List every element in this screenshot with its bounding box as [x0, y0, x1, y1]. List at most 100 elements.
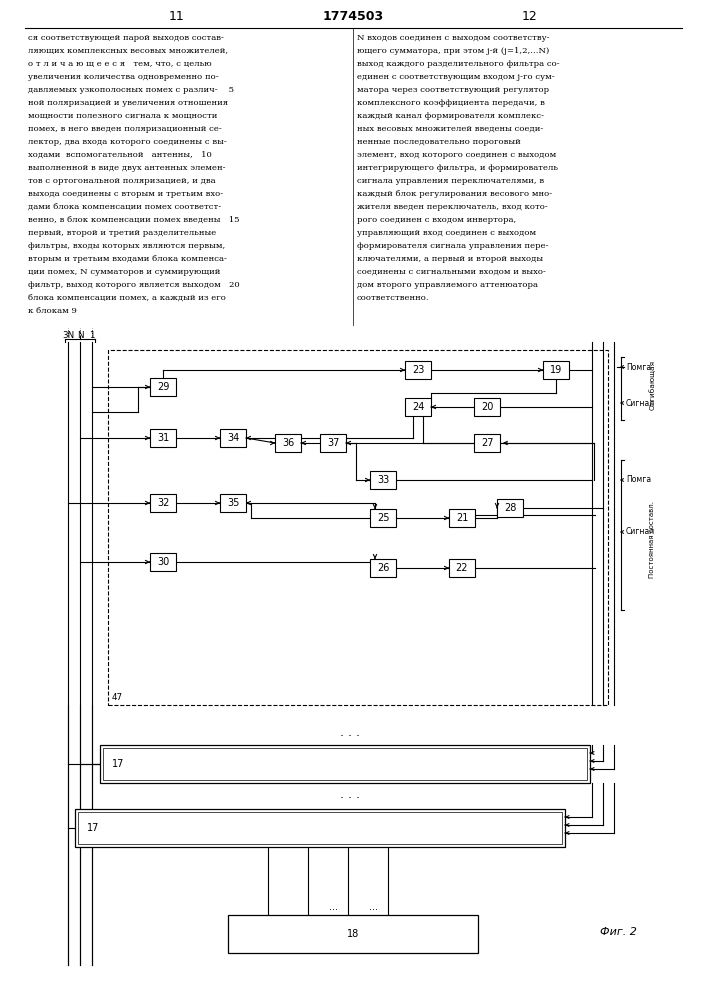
Text: 23: 23: [411, 365, 424, 375]
Text: элемент, вход которого соединен с выходом: элемент, вход которого соединен с выходо…: [357, 151, 556, 159]
Text: Фиг. 2: Фиг. 2: [600, 927, 637, 937]
Text: 26: 26: [377, 563, 389, 573]
Text: к блокам 9: к блокам 9: [28, 307, 77, 315]
Text: фильтр, выход которого является выходом   20: фильтр, выход которого является выходом …: [28, 281, 240, 289]
Bar: [543, 361, 569, 379]
Text: 3N: 3N: [62, 331, 74, 340]
Text: первый, второй и третий разделительные: первый, второй и третий разделительные: [28, 229, 216, 237]
Text: 27: 27: [481, 438, 493, 448]
Text: соответственно.: соответственно.: [357, 294, 430, 302]
Text: лектор, два входа которого соединены с вы-: лектор, два входа которого соединены с в…: [28, 138, 227, 146]
Text: 28: 28: [504, 503, 516, 513]
Text: ненные последовательно пороговый: ненные последовательно пороговый: [357, 138, 521, 146]
Text: ющего сумматора, при этом j-й (j=1,2,...N): ющего сумматора, при этом j-й (j=1,2,...…: [357, 47, 549, 55]
Text: ной поляризацией и увеличения отношения: ной поляризацией и увеличения отношения: [28, 99, 228, 107]
Bar: [150, 378, 176, 396]
Text: выполненной в виде двух антенных элемен-: выполненной в виде двух антенных элемен-: [28, 164, 226, 172]
Text: дами блока компенсации помех соответст-: дами блока компенсации помех соответст-: [28, 203, 221, 211]
Text: 17: 17: [112, 759, 124, 769]
Bar: [75, 809, 565, 847]
Text: 37: 37: [327, 438, 339, 448]
Bar: [150, 494, 176, 512]
Text: венно, в блок компенсации помех введены   15: венно, в блок компенсации помех введены …: [28, 216, 240, 224]
Text: Сигнал: Сигнал: [626, 398, 655, 408]
Bar: [220, 494, 246, 512]
Text: 34: 34: [227, 433, 239, 443]
Text: 1774503: 1774503: [322, 10, 384, 23]
Text: 29: 29: [157, 382, 169, 392]
Text: давляемых узкополосных помех с различ-    5: давляемых узкополосных помех с различ- 5: [28, 86, 234, 94]
Text: Постоянная составл.: Постоянная составл.: [649, 502, 655, 578]
Text: единен с соответствующим входом j-го сум-: единен с соответствующим входом j-го сум…: [357, 73, 554, 81]
Text: помех, в него введен поляризационный се-: помех, в него введен поляризационный се-: [28, 125, 222, 133]
Text: ключателями, а первый и второй выходы: ключателями, а первый и второй выходы: [357, 255, 543, 263]
Text: о т л и ч а ю щ е е с я   тем, что, с целью: о т л и ч а ю щ е е с я тем, что, с цель…: [28, 60, 211, 68]
Text: 17: 17: [87, 823, 100, 833]
Text: дом второго управляемого аттенюатора: дом второго управляемого аттенюатора: [357, 281, 538, 289]
Text: 20: 20: [481, 402, 493, 412]
Text: 12: 12: [522, 10, 538, 23]
Text: фильтры, входы которых являются первым,: фильтры, входы которых являются первым,: [28, 242, 226, 250]
Bar: [497, 499, 523, 517]
Bar: [103, 748, 587, 780]
Text: управляющий вход соединен с выходом: управляющий вход соединен с выходом: [357, 229, 536, 237]
Bar: [220, 429, 246, 447]
Bar: [370, 509, 396, 527]
Bar: [100, 745, 590, 783]
Bar: [108, 350, 608, 705]
Text: 18: 18: [347, 929, 359, 939]
Text: соединены с сигнальными входом и выхо-: соединены с сигнальными входом и выхо-: [357, 268, 546, 276]
Text: 25: 25: [377, 513, 390, 523]
Bar: [150, 553, 176, 571]
Text: ся соответствующей парой выходов состав-: ся соответствующей парой выходов состав-: [28, 34, 224, 42]
Text: тов с ортогональной поляризацией, и два: тов с ортогональной поляризацией, и два: [28, 177, 216, 185]
Bar: [474, 398, 500, 416]
Text: 11: 11: [169, 10, 185, 23]
Text: 24: 24: [411, 402, 424, 412]
Text: формирователя сигнала управления пере-: формирователя сигнала управления пере-: [357, 242, 549, 250]
Text: 47: 47: [112, 693, 123, 702]
Text: увеличения количества одновременно по-: увеличения количества одновременно по-: [28, 73, 218, 81]
Bar: [449, 509, 475, 527]
Text: ходами  вспомогательной   антенны,   10: ходами вспомогательной антенны, 10: [28, 151, 212, 159]
Bar: [320, 434, 346, 452]
Text: выход каждого разделительного фильтра со-: выход каждого разделительного фильтра со…: [357, 60, 560, 68]
Bar: [449, 559, 475, 577]
Text: жителя введен переключатель, вход кото-: жителя введен переключатель, вход кото-: [357, 203, 548, 211]
Text: . . .: . . .: [340, 726, 360, 738]
Text: . . .: . . .: [340, 788, 360, 802]
Text: 33: 33: [377, 475, 389, 485]
Text: 31: 31: [157, 433, 169, 443]
Text: каждый блок регулирования весового мно-: каждый блок регулирования весового мно-: [357, 190, 552, 198]
Bar: [78, 812, 562, 844]
Text: выхода соединены с вторым и третьим вхо-: выхода соединены с вторым и третьим вхо-: [28, 190, 223, 198]
Text: Отгибающая: Отгибающая: [648, 360, 655, 410]
Text: блока компенсации помех, а каждый из его: блока компенсации помех, а каждый из его: [28, 294, 226, 302]
Bar: [370, 559, 396, 577]
Text: N: N: [77, 331, 83, 340]
Bar: [275, 434, 301, 452]
Text: 30: 30: [157, 557, 169, 567]
Text: Помга: Помга: [626, 362, 651, 371]
Text: матора через соответствующий регулятор: матора через соответствующий регулятор: [357, 86, 549, 94]
Text: интегрирующего фильтра, и формирователь: интегрирующего фильтра, и формирователь: [357, 164, 558, 172]
Bar: [228, 915, 478, 953]
Text: 32: 32: [157, 498, 169, 508]
Text: рого соединен с входом инвертора,: рого соединен с входом инвертора,: [357, 216, 516, 224]
Bar: [150, 429, 176, 447]
Text: каждый канал формирователя комплекс-: каждый канал формирователя комплекс-: [357, 112, 544, 120]
Bar: [370, 471, 396, 489]
Text: 22: 22: [456, 563, 468, 573]
Text: 36: 36: [282, 438, 294, 448]
Text: ных весовых множителей введены соеди-: ных весовых множителей введены соеди-: [357, 125, 543, 133]
Text: Сигнал: Сигнал: [626, 528, 655, 536]
Text: Помга: Помга: [626, 476, 651, 485]
Text: 1: 1: [89, 331, 95, 340]
Bar: [474, 434, 500, 452]
Text: 35: 35: [227, 498, 239, 508]
Text: ...: ...: [368, 902, 378, 912]
Text: ...: ...: [329, 902, 337, 912]
Text: ляющих комплексных весовых множителей,: ляющих комплексных весовых множителей,: [28, 47, 228, 55]
Bar: [405, 398, 431, 416]
Text: сигнала управления переключателями, в: сигнала управления переключателями, в: [357, 177, 544, 185]
